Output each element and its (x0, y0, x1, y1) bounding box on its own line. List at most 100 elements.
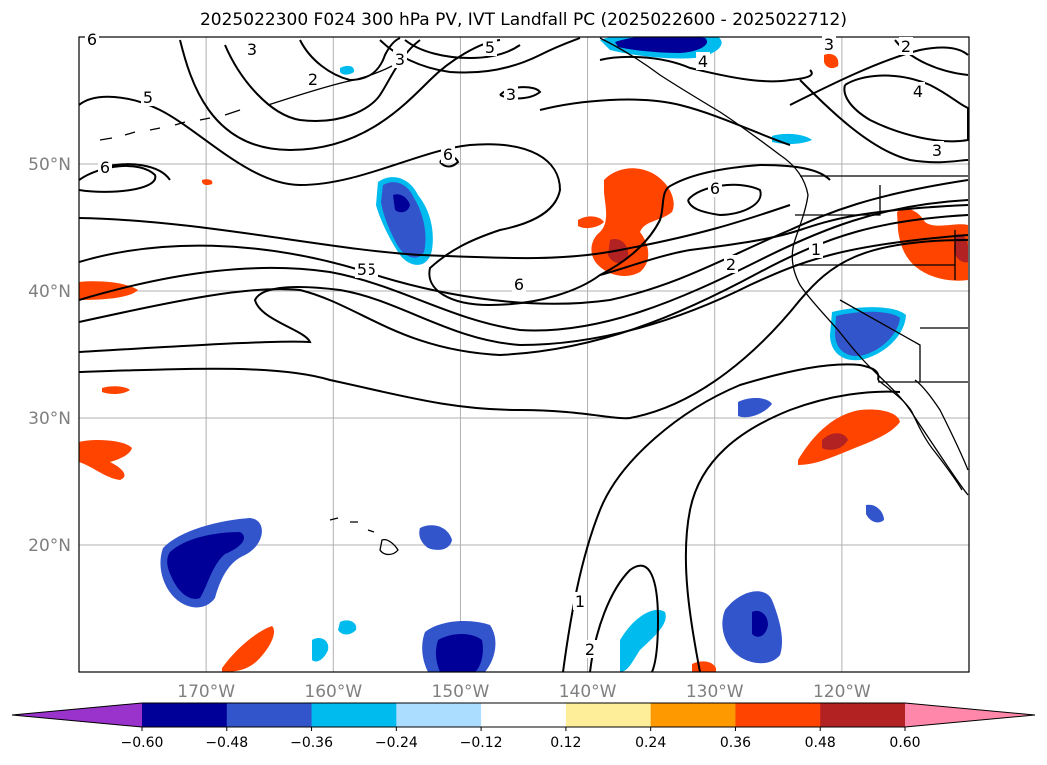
contour-label-bg (393, 50, 407, 68)
contour-label-bg (583, 640, 597, 658)
pos-anomaly-area (222, 626, 275, 672)
contour-label: 3 (824, 35, 834, 54)
colorbar-label: −0.48 (205, 735, 248, 751)
pv-contour (79, 179, 969, 305)
neg-anomaly-area (866, 504, 884, 523)
pv-contour (684, 390, 901, 672)
pv-contour (599, 55, 813, 83)
pv-contour (379, 37, 581, 74)
neg-anomaly-core (167, 532, 245, 599)
latitude-label: 20°N (28, 536, 71, 556)
pos-anomaly-area (798, 409, 900, 465)
pv-contour (843, 74, 969, 143)
longitude-label: 130°W (686, 682, 744, 702)
contour-label-bg (708, 179, 722, 197)
pv-contour (79, 95, 831, 307)
colorbar-segment (565, 703, 652, 727)
contour-label-bg (899, 37, 913, 55)
pos-anomaly-area (578, 216, 604, 229)
contour-label-bg (141, 88, 155, 106)
contour-label-bg (483, 38, 497, 56)
pos-anomaly-area (897, 208, 968, 281)
neg-anomaly-core (615, 37, 707, 53)
neg-anomaly-area (312, 638, 329, 662)
contour-label-bg (724, 255, 738, 273)
contour-label: 2 (308, 70, 318, 89)
pv-contour (539, 98, 791, 146)
neg-anomaly-core (381, 182, 426, 258)
longitude-labels: 170°W 160°W 150°W 140°W 130°W 120°W (177, 682, 871, 702)
contour-label: 5 (143, 88, 153, 107)
colorbar-label: 0.24 (635, 735, 666, 751)
coastlines (99, 37, 969, 556)
colorbar-extend-high (905, 703, 1035, 727)
latitude-label: 50°N (28, 155, 71, 175)
colorbar-segment (650, 703, 736, 727)
colorbar-segment (311, 703, 397, 727)
contour-label-bg (306, 70, 320, 88)
longitude-label: 140°W (559, 682, 617, 702)
longitude-label: 170°W (177, 682, 235, 702)
longitude-label: 160°W (304, 682, 362, 702)
alaska-coast (267, 65, 393, 106)
contour-label: 6 (87, 30, 97, 49)
contour-label: 2 (726, 255, 736, 274)
longitude-label: 150°W (432, 682, 490, 702)
pv-contour (599, 204, 969, 276)
contour-label: 3 (395, 50, 405, 69)
colorbar-extend-low (12, 703, 142, 727)
contour-label: 3 (247, 40, 257, 59)
contour-label: 2 (585, 640, 595, 659)
baja-california-coast (877, 379, 963, 491)
colorbar-segment (820, 703, 906, 727)
pv-contour (79, 204, 791, 260)
neg-anomaly-area (338, 620, 357, 635)
colorbar-label: 0.36 (720, 735, 751, 751)
contour-label-bg (441, 145, 455, 163)
contour-label: 1 (811, 240, 821, 259)
neg-anomaly-core (835, 311, 900, 357)
mexico-coast (914, 379, 969, 471)
contour-label: 4 (913, 82, 923, 101)
colorbar-segment (481, 703, 567, 727)
gridlines (79, 37, 969, 672)
colorbar-label: −0.36 (290, 735, 333, 751)
colorbar-label: −0.12 (460, 735, 503, 751)
pos-anomaly-area (79, 440, 132, 480)
pos-anomaly-core (822, 433, 848, 450)
hawaii-islands (329, 517, 399, 556)
pv-contour (179, 39, 501, 152)
contour-label-bg (822, 35, 836, 53)
colorbar-segment (142, 703, 228, 727)
colorbar-segment (735, 703, 821, 727)
pos-anomaly-core (954, 234, 968, 263)
contour-label: 6 (514, 275, 524, 294)
longitude-label: 120°W (813, 682, 871, 702)
latitude-labels: 50°N 40°N 30°N 20°N (28, 155, 71, 556)
contour-label: 3 (932, 141, 942, 160)
neg-anomaly-core (752, 610, 768, 637)
contour-label-bg (911, 82, 925, 100)
latitude-label: 40°N (28, 282, 71, 302)
contour-label: 2 (901, 37, 911, 56)
colorbar-label: 0.12 (550, 735, 581, 751)
contour-label: 6 (710, 179, 720, 198)
pos-anomaly-area (202, 179, 213, 186)
neg-anomaly-area (419, 525, 452, 550)
contour-label: 1 (575, 592, 585, 611)
colorbar-label: −0.60 (121, 735, 164, 751)
contour-label-bg (504, 85, 518, 103)
contour-labels: 6 3 2 5 3 5 4 3 2 4 5 3 6 6 5 6 2 1 3 1 2 6 (85, 30, 944, 659)
contour-label-bg (809, 240, 823, 258)
pv-contour (799, 79, 969, 164)
pos-anomaly-area (102, 386, 130, 395)
map-title: 2025022300 F024 300 hPa PV, IVT Landfall… (199, 10, 847, 30)
contour-label: 5 (485, 38, 495, 57)
colorbar-segment (396, 703, 482, 727)
contour-label: 6 (443, 145, 453, 164)
neg-anomaly-core (435, 634, 483, 672)
contour-label: 5 (357, 260, 367, 279)
aleutian-islands (99, 109, 241, 141)
state-border (795, 185, 881, 216)
